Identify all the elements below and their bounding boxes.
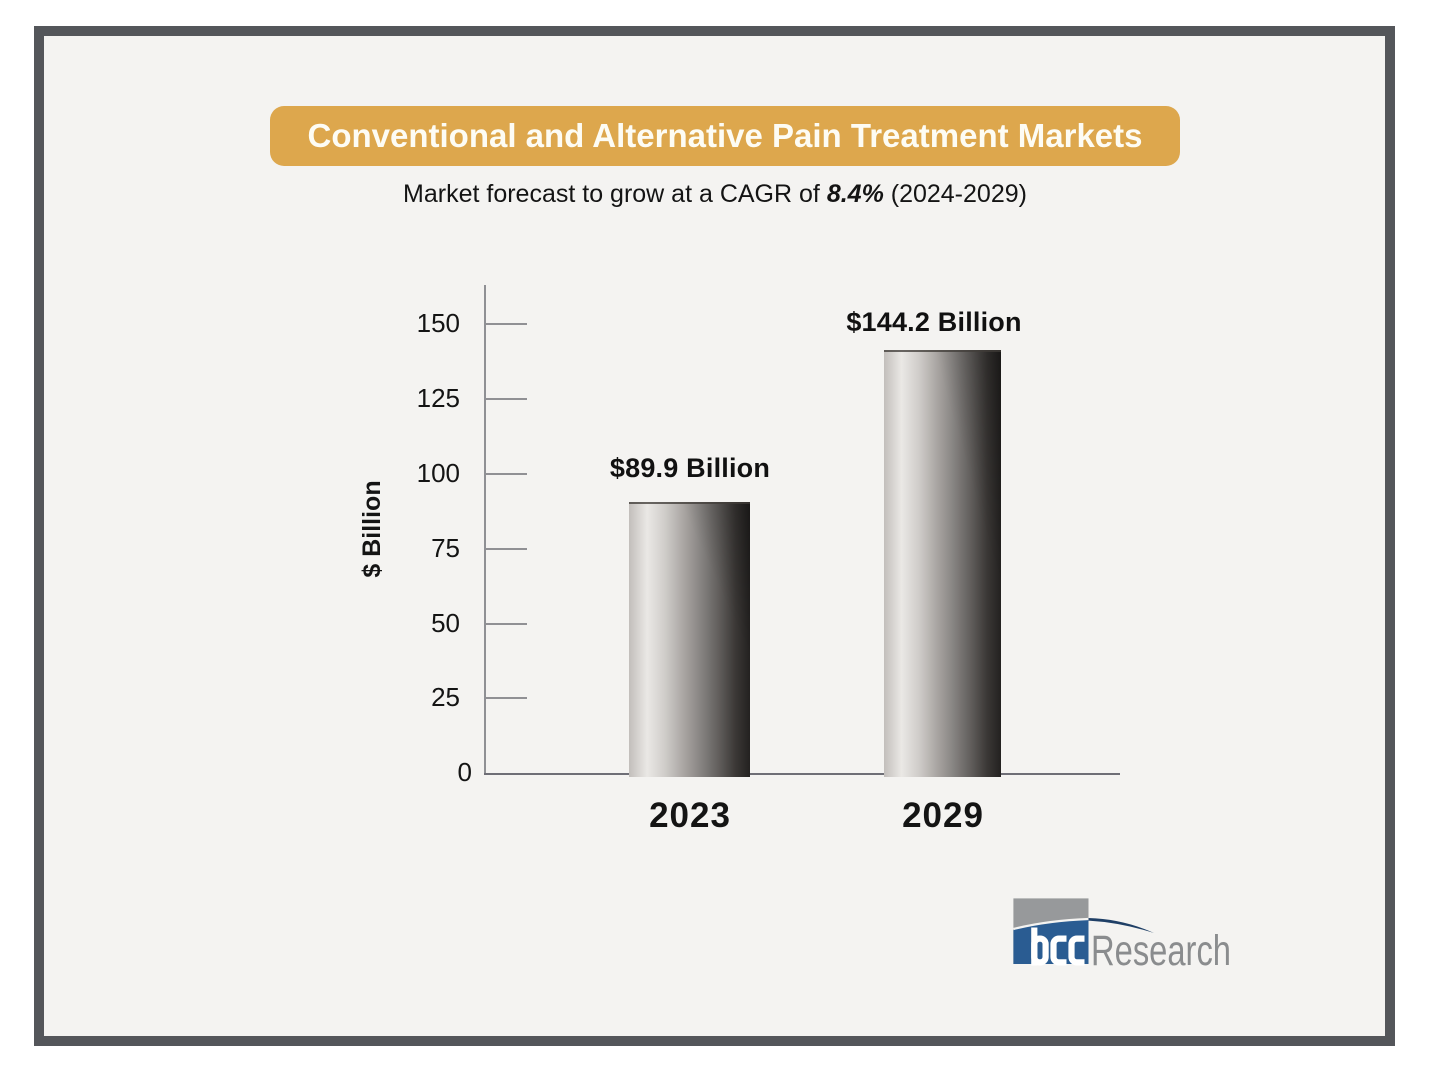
- svg-text:Research: Research: [1091, 927, 1231, 975]
